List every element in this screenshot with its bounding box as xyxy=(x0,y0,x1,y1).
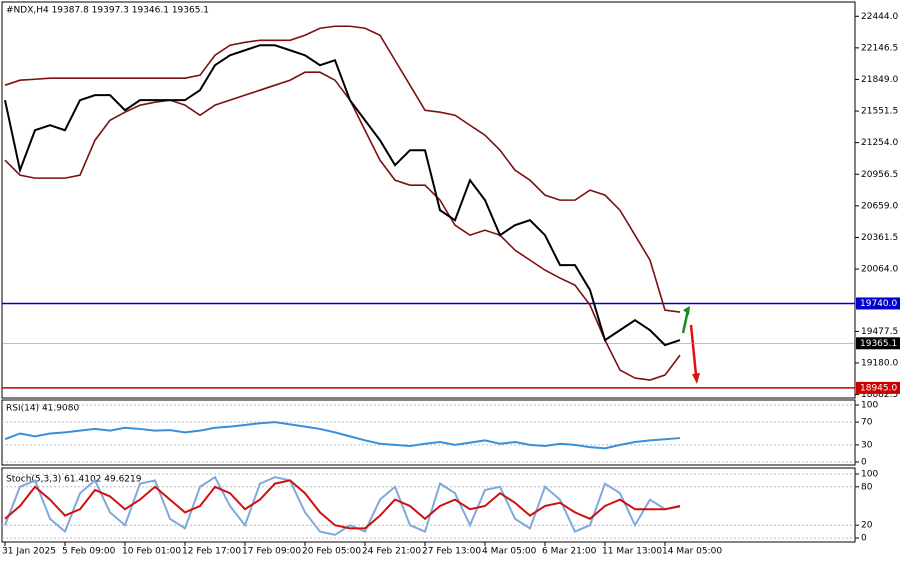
series-line xyxy=(4,475,681,536)
y-tick-label: 20659.0 xyxy=(861,201,898,211)
x-tick-label: 10 Feb 01:00 xyxy=(122,547,181,557)
x-tick-label: 31 Jan 2025 xyxy=(2,547,56,557)
y-tick-label: 21254.0 xyxy=(861,138,898,148)
y-tick-label: 19180.0 xyxy=(861,358,898,368)
series-line xyxy=(4,479,681,530)
series-line xyxy=(4,44,681,347)
x-tick-label: 4 Mar 05:00 xyxy=(482,547,537,557)
y-tick-label: 70 xyxy=(861,418,873,428)
x-tick-label: 14 Mar 05:00 xyxy=(662,547,722,557)
series-line xyxy=(4,25,681,313)
x-tick-label: 6 Mar 21:00 xyxy=(542,547,597,557)
level-label: 19740.0 xyxy=(860,299,897,309)
y-tick-label: 20 xyxy=(861,521,873,531)
y-tick-label: 19477.5 xyxy=(861,327,898,337)
level-tag xyxy=(856,297,900,310)
rsi-frame xyxy=(1,399,856,466)
y-tick-label: 30 xyxy=(861,440,873,450)
y-tick-label: 20956.5 xyxy=(861,170,898,180)
level-label: 18945.0 xyxy=(860,383,897,393)
down-arrow-head xyxy=(692,373,700,384)
up-arrow xyxy=(681,309,690,334)
main-frame xyxy=(1,1,856,399)
y-tick-label: 0 xyxy=(861,458,867,468)
series-line xyxy=(4,71,681,381)
price-label: 19365.1 xyxy=(860,339,897,349)
y-tick-label: 100 xyxy=(861,470,878,480)
y-tick-label: 21551.5 xyxy=(861,107,898,117)
down-arrow xyxy=(689,324,698,376)
y-tick-label: 21849.0 xyxy=(861,75,898,85)
y-tick-label: 20064.0 xyxy=(861,265,898,275)
x-tick-label: 20 Feb 05:00 xyxy=(302,547,361,557)
x-tick-label: 12 Feb 17:00 xyxy=(182,547,241,557)
y-tick-label: 20361.5 xyxy=(861,233,898,243)
y-tick-label: 100 xyxy=(861,401,878,411)
y-tick-label: 80 xyxy=(861,482,873,492)
stoch-title: Stoch(5,3,3) 61.4102 49.6219 xyxy=(6,475,142,485)
rsi-title: RSI(14) 41.9080 xyxy=(6,404,79,414)
y-tick-label: 0 xyxy=(861,534,867,544)
y-tick-label: 18882.5 xyxy=(861,390,898,400)
level-tag xyxy=(856,381,900,394)
stoch-frame xyxy=(1,467,856,543)
up-arrow-head xyxy=(683,306,690,315)
x-tick-label: 11 Mar 13:00 xyxy=(602,547,662,557)
x-tick-label: 5 Feb 09:00 xyxy=(62,547,116,557)
x-tick-label: 27 Feb 13:00 xyxy=(422,547,481,557)
series-line xyxy=(4,421,681,450)
chart-title: #NDX,H4 19387.8 19397.3 19346.1 19365.1 xyxy=(6,6,209,16)
x-tick-label: 17 Feb 09:00 xyxy=(242,547,301,557)
y-tick-label: 22146.5 xyxy=(861,43,898,53)
price-tag xyxy=(856,337,900,350)
y-tick-label: 22444.0 xyxy=(861,12,898,22)
x-tick-label: 24 Feb 21:00 xyxy=(362,547,421,557)
